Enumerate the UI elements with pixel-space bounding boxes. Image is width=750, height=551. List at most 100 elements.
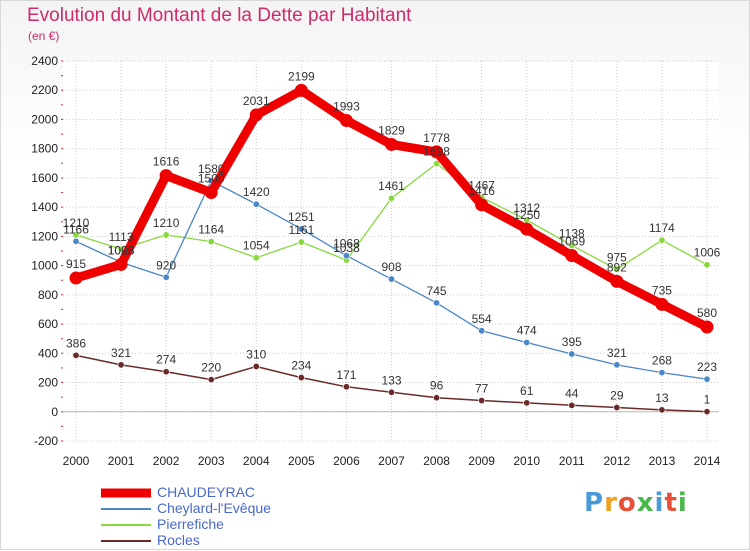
- data-label-chaudeyrac: 1993: [333, 99, 360, 113]
- data-label-rocles: 386: [66, 336, 86, 350]
- data-label-rocles: 321: [111, 346, 131, 360]
- data-point-pierrefiche: [433, 160, 441, 168]
- data-label-chaudeyrac: 1069: [558, 235, 585, 249]
- data-label-rocles: 44: [565, 386, 579, 400]
- data-point-rocles: [72, 351, 80, 359]
- data-label-rocles: 77: [475, 382, 489, 396]
- data-point-pierrefiche: [387, 194, 395, 202]
- x-tick-label: 2012: [604, 454, 631, 468]
- data-label-rocles: 234: [291, 359, 311, 373]
- data-label-pierrefiche: 1164: [198, 223, 224, 237]
- data-label-pierrefiche: 1038: [333, 241, 360, 255]
- data-label-chaudeyrac: 1778: [423, 131, 450, 145]
- x-tick-label: 2013: [649, 454, 676, 468]
- logo-letter: o: [617, 488, 637, 518]
- x-tick-label: 2004: [243, 454, 270, 468]
- data-label-pierrefiche: 1210: [63, 216, 90, 230]
- x-tick-label: 2003: [198, 454, 225, 468]
- data-point-chaudeyrac: [565, 249, 579, 263]
- data-label-chaudeyrac: 2199: [288, 69, 315, 83]
- data-point-cheylard-l-ev-que: [523, 338, 531, 346]
- data-label-cheylard-l-ev-que: 745: [427, 284, 447, 298]
- x-tick-label: 2000: [63, 454, 90, 468]
- data-label-rocles: 61: [520, 384, 534, 398]
- data-label-chaudeyrac: 580: [697, 306, 717, 320]
- data-label-rocles: 310: [246, 347, 266, 361]
- x-tick-label: 2001: [108, 454, 135, 468]
- data-point-rocles: [297, 374, 305, 382]
- legend-label-chaudeyrac: CHAUDEYRAC: [157, 484, 256, 500]
- x-tick-label: 2007: [378, 454, 405, 468]
- data-label-cheylard-l-ev-que: 223: [697, 360, 717, 374]
- logo-letter: t: [664, 488, 678, 518]
- data-point-rocles: [478, 397, 486, 405]
- data-label-pierrefiche: 1467: [468, 178, 495, 192]
- x-tick-label: 2014: [694, 454, 721, 468]
- x-tick-label: 2010: [513, 454, 540, 468]
- data-point-chaudeyrac: [249, 108, 263, 122]
- data-label-chaudeyrac: 1500: [198, 172, 225, 186]
- data-label-cheylard-l-ev-que: 474: [517, 323, 537, 337]
- data-label-pierrefiche: 1174: [649, 221, 675, 235]
- proxiti-logo: Proxiti: [584, 488, 688, 518]
- data-label-pierrefiche: 1698: [423, 145, 450, 159]
- x-tick-label: 2005: [288, 454, 315, 468]
- data-label-pierrefiche: 1006: [694, 246, 721, 260]
- data-point-cheylard-l-ev-que: [703, 375, 711, 383]
- y-tick-label: 800: [38, 288, 58, 302]
- data-label-chaudeyrac: 2031: [243, 94, 270, 108]
- data-point-chaudeyrac: [610, 274, 624, 288]
- data-label-pierrefiche: 1461: [378, 179, 405, 193]
- data-point-chaudeyrac: [159, 169, 173, 183]
- logo-letter: i: [654, 488, 665, 518]
- y-tick-label: -200: [34, 434, 58, 448]
- data-label-cheylard-l-ev-que: 1166: [63, 222, 89, 236]
- data-point-rocles: [387, 388, 395, 396]
- data-label-chaudeyrac: 1829: [378, 123, 405, 137]
- logo-letter: i: [677, 488, 688, 518]
- data-point-rocles: [342, 383, 350, 391]
- data-label-chaudeyrac: 1250: [513, 208, 540, 222]
- data-point-chaudeyrac: [69, 271, 83, 285]
- data-label-rocles: 1: [704, 393, 711, 407]
- data-point-rocles: [523, 399, 531, 407]
- legend-label-cheylard: Cheylard-l'Evêque: [157, 500, 271, 516]
- data-point-cheylard-l-ev-que: [252, 200, 260, 208]
- data-point-rocles: [703, 408, 711, 416]
- data-label-chaudeyrac: 1416: [468, 184, 495, 198]
- data-label-rocles: 274: [156, 353, 176, 367]
- data-label-cheylard-l-ev-que: 268: [652, 354, 672, 368]
- x-tick-label: 2009: [468, 454, 495, 468]
- data-point-cheylard-l-ev-que: [568, 350, 576, 358]
- data-label-pierrefiche: 1161: [288, 223, 314, 237]
- data-point-pierrefiche: [703, 261, 711, 269]
- y-tick-label: 1200: [31, 229, 58, 243]
- data-label-rocles: 13: [655, 391, 669, 405]
- data-point-cheylard-l-ev-que: [478, 327, 486, 335]
- data-label-rocles: 133: [381, 373, 401, 387]
- data-point-chaudeyrac: [475, 198, 489, 212]
- data-point-chaudeyrac: [114, 257, 128, 271]
- data-point-rocles: [117, 361, 125, 369]
- logo-letter: x: [636, 488, 655, 518]
- data-label-rocles: 171: [336, 368, 356, 382]
- data-point-cheylard-l-ev-que: [72, 237, 80, 245]
- data-label-pierrefiche: 1210: [153, 216, 180, 230]
- data-point-rocles: [433, 394, 441, 402]
- data-label-pierrefiche: 975: [607, 250, 627, 264]
- data-point-rocles: [658, 406, 666, 414]
- data-label-chaudeyrac: 1008: [108, 243, 135, 257]
- y-tick-label: 200: [38, 376, 58, 390]
- data-label-cheylard-l-ev-que: 1023: [108, 243, 135, 257]
- y-tick-label: 0: [51, 405, 58, 419]
- data-label-chaudeyrac: 892: [607, 260, 627, 274]
- data-point-rocles: [162, 368, 170, 376]
- data-point-rocles: [568, 401, 576, 409]
- data-label-cheylard-l-ev-que: 908: [381, 260, 401, 274]
- y-tick-label: 1800: [31, 142, 58, 156]
- x-tick-label: 2002: [153, 454, 180, 468]
- logo-letter: r: [604, 488, 618, 518]
- data-point-cheylard-l-ev-que: [162, 273, 170, 281]
- data-label-cheylard-l-ev-que: 554: [472, 312, 492, 326]
- data-point-cheylard-l-ev-que: [658, 369, 666, 377]
